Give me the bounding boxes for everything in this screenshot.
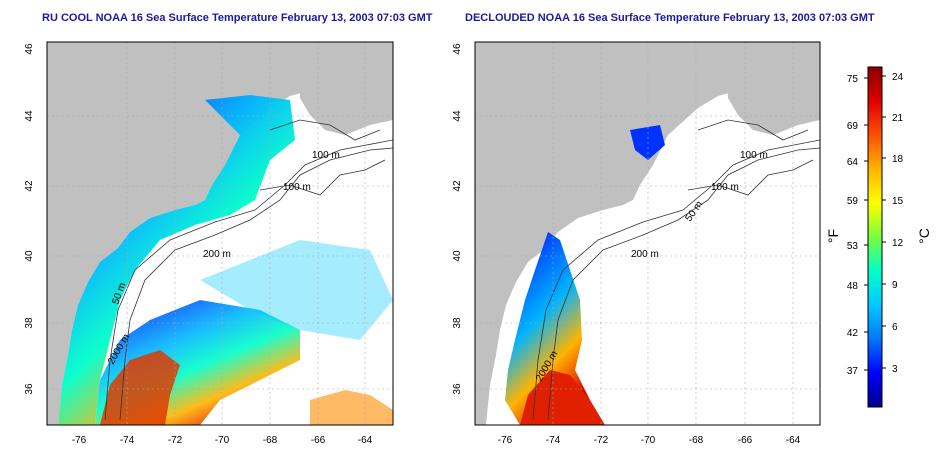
colorbar-c-tick: 3 — [892, 364, 898, 375]
left-sst-warm — [100, 350, 180, 425]
right-map — [475, 42, 820, 425]
colorbar-c-tick: 15 — [892, 196, 904, 207]
right-sst-warm — [520, 370, 605, 425]
left-y-tick: 36 — [24, 383, 35, 395]
right-panel-title: DECLOUDED NOAA 16 Sea Surface Temperatur… — [465, 12, 875, 24]
left-sst-coastal — [58, 95, 295, 425]
right-x-tick: -66 — [738, 435, 753, 446]
left-y-tick: 42 — [24, 180, 35, 192]
left-contour-label-2: 100 m — [283, 182, 311, 193]
right-y-ticks: 36 38 40 42 44 46 — [452, 43, 463, 395]
colorbar-f-tick: 37 — [847, 366, 859, 377]
right-x-tick: -68 — [689, 435, 704, 446]
right-x-ticks: -76 -74 -72 -70 -68 -66 -64 — [498, 435, 801, 446]
left-land — [47, 42, 393, 425]
right-grid — [475, 42, 820, 425]
colorbar-f-tick: 75 — [847, 74, 859, 85]
right-frame — [474, 41, 821, 426]
left-panel-title: RU COOL NOAA 16 Sea Surface Temperature … — [42, 12, 433, 24]
left-nova-scotia — [300, 62, 393, 135]
left-y-tick: 44 — [24, 110, 35, 122]
colorbar-c-tick: 9 — [892, 280, 898, 291]
colorbar-c-ticks: 24 21 18 15 12 9 6 3 — [892, 72, 904, 375]
colorbar-f-tick: 53 — [847, 241, 859, 252]
left-x-tick: -76 — [72, 435, 87, 446]
colorbar-f-ticks: 75 69 64 59 53 48 42 37 — [847, 74, 859, 377]
left-x-tick: -74 — [120, 435, 135, 446]
right-y-tick: 40 — [452, 250, 463, 262]
left-x-tick: -72 — [168, 435, 183, 446]
left-map — [47, 42, 393, 425]
right-y-tick: 38 — [452, 317, 463, 329]
right-y-tick: 46 — [452, 43, 463, 55]
left-sst-orange-east — [310, 390, 393, 425]
left-y-tick: 40 — [24, 250, 35, 262]
colorbar-celsius-label: °C — [915, 228, 932, 244]
left-y-tick: 46 — [24, 43, 35, 55]
right-x-tick: -72 — [594, 435, 609, 446]
right-y-tick: 44 — [452, 110, 463, 122]
colorbar-f-tick: 42 — [847, 328, 859, 339]
right-x-tick: -64 — [786, 435, 801, 446]
left-frame — [46, 41, 394, 426]
left-x-tick: -68 — [263, 435, 278, 446]
right-contour-label-2: 100 m — [711, 182, 739, 193]
left-contour-label-3: 200 m — [203, 249, 231, 260]
left-contours — [104, 119, 393, 421]
right-y-tick: 42 — [452, 180, 463, 192]
right-nova-scotia — [728, 62, 820, 135]
left-x-ticks: -76 -74 -72 -70 -68 -66 -64 — [72, 435, 373, 446]
right-sst-coastal — [505, 232, 600, 425]
colorbar-fahrenheit-label: °F — [825, 228, 842, 244]
colorbar — [867, 66, 883, 408]
colorbar-c-tick: 21 — [892, 113, 904, 124]
right-contour-label-1: 100 m — [740, 150, 768, 161]
right-x-tick: -76 — [498, 435, 513, 446]
left-y-ticks: 36 38 40 42 44 46 — [24, 43, 35, 395]
left-x-tick: -64 — [358, 435, 373, 446]
colorbar-f-tick: 48 — [847, 281, 859, 292]
colorbar-f-tick: 69 — [847, 121, 859, 132]
left-sst-scatter — [200, 240, 393, 340]
right-land — [475, 42, 820, 425]
colorbar-tickmarks — [864, 75, 886, 371]
colorbar-c-tick: 18 — [892, 154, 904, 165]
left-x-tick: -70 — [215, 435, 230, 446]
right-contours — [532, 119, 820, 421]
left-grid — [47, 42, 393, 425]
right-y-tick: 36 — [452, 383, 463, 395]
right-sst-north — [630, 125, 665, 160]
right-x-tick: -70 — [641, 435, 656, 446]
colorbar-f-tick: 64 — [847, 157, 859, 168]
left-contour-label-1: 100 m — [312, 150, 340, 161]
colorbar-c-tick: 12 — [892, 238, 904, 249]
colorbar-c-tick: 24 — [892, 72, 904, 83]
right-x-tick: -74 — [546, 435, 561, 446]
left-x-tick: -66 — [311, 435, 326, 446]
right-contour-label-3: 200 m — [631, 249, 659, 260]
left-y-tick: 38 — [24, 317, 35, 329]
colorbar-c-tick: 6 — [892, 322, 898, 333]
colorbar-f-tick: 59 — [847, 196, 859, 207]
